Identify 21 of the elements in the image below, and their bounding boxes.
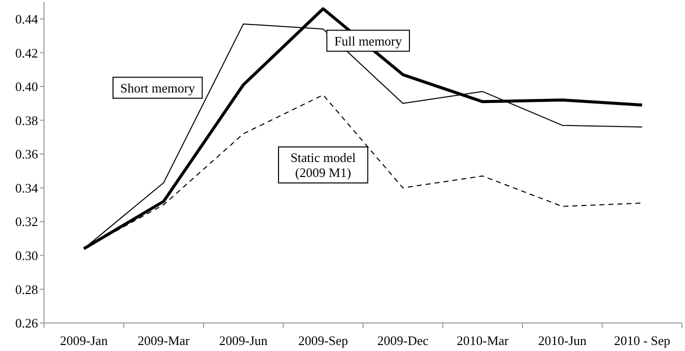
x-tick-label: 2009-Sep	[298, 333, 348, 348]
x-tick-label: 2009-Mar	[138, 333, 190, 348]
y-tick-label: 0.42	[15, 45, 38, 60]
x-tick-label: 2010-Jun	[538, 333, 588, 348]
x-tick-label: 2010 - Sep	[614, 333, 670, 348]
x-tick-label: 2009-Jun	[219, 333, 268, 348]
y-tick-label: 0.36	[15, 146, 38, 162]
series-label: Short memory	[120, 80, 196, 96]
y-tick-label: 0.38	[15, 112, 38, 128]
y-tick-label: 0.40	[15, 79, 38, 94]
y-tick-label: 0.44	[15, 12, 38, 27]
y-tick-label: 0.26	[15, 316, 38, 331]
y-tick-label: 0.34	[15, 180, 38, 196]
x-tick-label: 2009-Dec	[377, 333, 429, 348]
x-tick-label: 2009-Jan	[60, 333, 108, 348]
series-label: Full memory	[334, 33, 402, 48]
series-label: Static model (2009 M1)	[290, 150, 356, 180]
x-tick-label: 2010-Mar	[456, 333, 510, 348]
y-tick-label: 0.30	[15, 248, 38, 264]
y-tick-label: 0.32	[15, 214, 38, 230]
y-tick-label: 0.28	[15, 282, 38, 297]
